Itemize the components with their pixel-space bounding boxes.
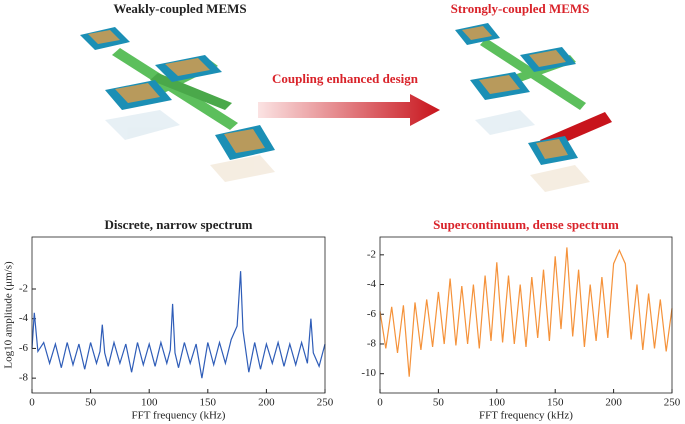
- y-tick-label: -8: [367, 338, 377, 350]
- spectrum-line: [379, 247, 673, 377]
- strong-mems: [455, 23, 612, 192]
- x-tick-label: 150: [200, 397, 217, 409]
- y-tick-label: -2: [19, 283, 28, 295]
- x-axis-label: FFT frequency (kHz): [479, 410, 573, 422]
- x-tick-label: 0: [29, 397, 35, 409]
- y-tick-label: -4: [367, 278, 377, 290]
- y-tick-label: -6: [19, 342, 29, 354]
- plot-frame: [31, 236, 326, 394]
- arrow-label: Coupling enhanced design: [272, 71, 419, 86]
- x-tick-label: 100: [141, 397, 158, 409]
- y-tick-label: -6: [367, 308, 377, 320]
- x-tick-label: 50: [85, 397, 97, 409]
- chart-title: Discrete, narrow spectrum: [105, 217, 253, 232]
- arrow: [258, 94, 440, 126]
- x-tick-label: 50: [433, 397, 445, 409]
- left-title: Weakly-coupled MEMS: [113, 1, 246, 16]
- x-tick-label: 200: [258, 397, 275, 409]
- right-title: Strongly-coupled MEMS: [451, 1, 590, 16]
- spectrum-line: [31, 271, 326, 379]
- plot-frame: [379, 236, 673, 394]
- x-tick-label: 100: [489, 397, 506, 409]
- x-tick-label: 0: [377, 397, 383, 409]
- y-tick-label: -8: [19, 372, 29, 384]
- x-tick-label: 250: [317, 397, 334, 409]
- y-axis-label: Log10 amplitude (μm/s): [3, 261, 15, 369]
- y-tick-label: -10: [361, 367, 376, 379]
- x-axis-label: FFT frequency (kHz): [132, 410, 226, 422]
- y-tick-label: -2: [367, 248, 376, 260]
- weak-mems: [80, 27, 275, 182]
- x-tick-label: 250: [664, 397, 681, 409]
- x-tick-label: 150: [547, 397, 564, 409]
- x-tick-label: 200: [605, 397, 622, 409]
- chart-title: Supercontinuum, dense spectrum: [433, 217, 619, 232]
- y-tick-label: -4: [19, 312, 29, 324]
